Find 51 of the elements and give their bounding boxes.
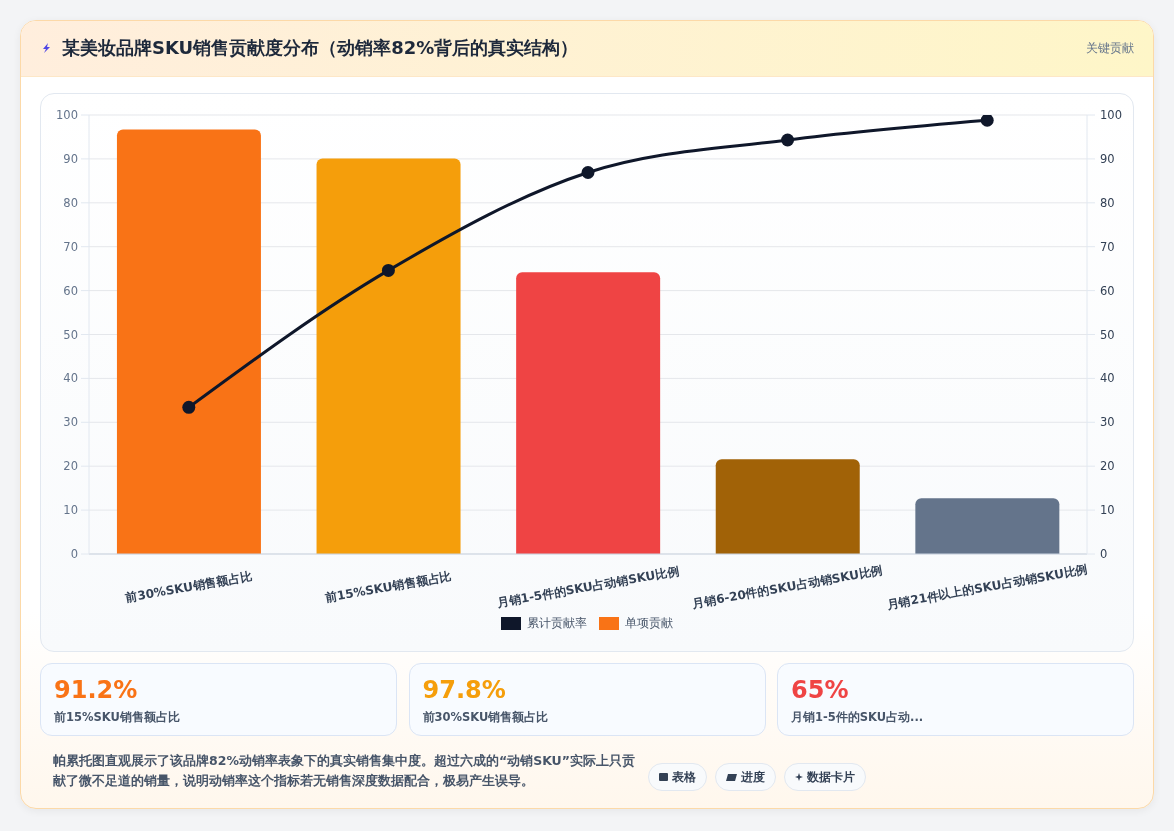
y2-tick-label: 100 xyxy=(1100,108,1122,123)
text: 表格 xyxy=(672,769,696,784)
y2-tick-label: 80 xyxy=(1100,195,1115,210)
text: 月销1-5件的SKU占动... xyxy=(791,710,924,724)
bar xyxy=(915,498,1060,554)
text: 数据卡片 xyxy=(807,769,855,784)
point xyxy=(781,133,795,147)
point xyxy=(381,263,395,277)
y-tick-label: 0 xyxy=(70,547,78,562)
bar xyxy=(316,158,461,554)
y-tick-label: 30 xyxy=(63,415,78,430)
y2-tick-label: 0 xyxy=(1100,547,1108,562)
x-tick-label: 前15%SKU销售额占比 xyxy=(323,568,453,606)
x-tick-label: 月销6-20件的SKU占动销SKU比例 xyxy=(690,563,884,611)
y-tick-label: 40 xyxy=(63,371,78,386)
text: 前30%SKU销售额占比 xyxy=(422,710,549,724)
y-tick-label: 60 xyxy=(63,283,78,298)
y2-tick-label: 40 xyxy=(1100,371,1115,386)
bar xyxy=(116,129,261,554)
text: 关键贡献 xyxy=(1086,41,1134,55)
text: 帕累托图直观展示了该品牌82%动销率表象下的真实销售集中度。超过六成的“动销SKU”实际上只贡献了微不足道的销量，说明动销率这个指标若无销售深度数据配合，极易产生误导。 xyxy=(53,753,635,788)
y2-tick-label: 30 xyxy=(1100,415,1115,430)
chart-title: 某美妆品牌SKU销售贡献度分布（动销率82%背后的真实结构） xyxy=(62,37,579,58)
x-tick-label: 月销1-5件的SKU占动销SKU比例 xyxy=(494,564,681,611)
y-tick-label: 80 xyxy=(63,195,78,210)
y2-tick-label: 90 xyxy=(1100,151,1115,166)
bar xyxy=(516,272,661,554)
x-tick-label: 月销21件以上的SKU占动销SKU比例 xyxy=(884,562,1089,612)
x-tick-label: 前30%SKU销售额占比 xyxy=(123,568,254,606)
text: 91.2% xyxy=(54,676,138,704)
y-tick-label: 20 xyxy=(63,459,78,474)
point xyxy=(980,115,994,127)
y2-tick-label: 20 xyxy=(1100,459,1115,474)
legend-label: 累计贡献率 xyxy=(527,616,587,630)
point xyxy=(182,400,196,414)
text: 前15%SKU销售额占比 xyxy=(54,710,180,724)
y2-tick-label: 50 xyxy=(1100,327,1115,342)
y2-tick-label: 10 xyxy=(1100,503,1115,518)
y-tick-label: 50 xyxy=(63,327,78,342)
text: 65% xyxy=(791,676,849,704)
bar xyxy=(715,459,860,554)
text: 进度 xyxy=(741,769,765,784)
point xyxy=(581,166,595,180)
text: 97.8% xyxy=(422,676,506,704)
legend-label: 单项贡献 xyxy=(625,616,673,630)
y-tick-label: 10 xyxy=(63,503,78,518)
y2-tick-label: 70 xyxy=(1100,239,1115,254)
y-tick-label: 90 xyxy=(63,151,78,166)
y2-tick-label: 60 xyxy=(1100,283,1115,298)
y-tick-label: 70 xyxy=(63,239,78,254)
y-tick-label: 100 xyxy=(56,108,78,123)
